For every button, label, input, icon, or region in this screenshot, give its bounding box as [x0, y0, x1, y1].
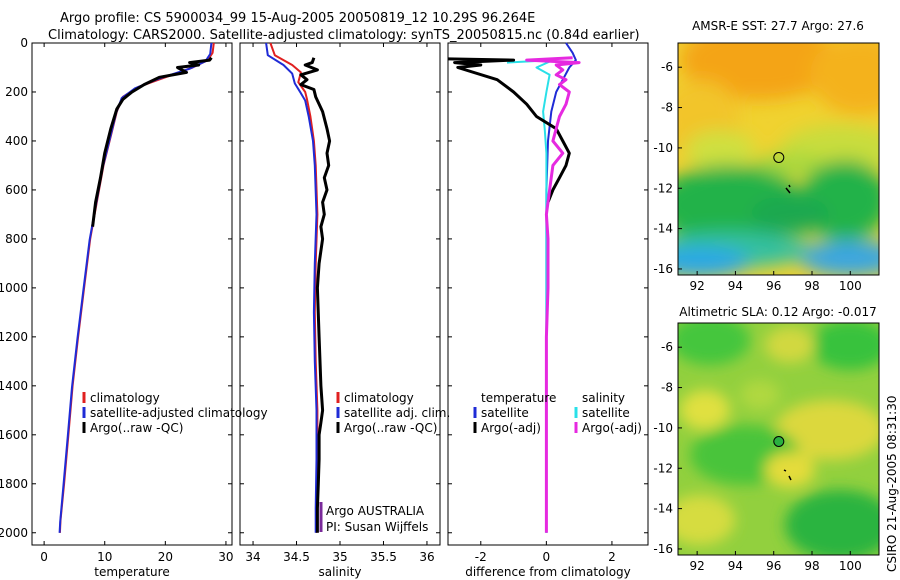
temperature-ytick-label: 0: [20, 36, 28, 50]
salinity-panel-frame: [239, 42, 441, 546]
temperature-xtick-label: 20: [158, 550, 173, 564]
salinity-xtick-label: 35: [332, 550, 347, 564]
difference-sal-legend-label: satellite: [582, 406, 630, 420]
sst-map-title: AMSR-E SST: 27.7 Argo: 27.6: [692, 19, 864, 33]
salinity-series-1: [265, 42, 318, 533]
difference-xlabel: difference from climatology: [465, 565, 631, 579]
sla_map-xtick-label: 98: [804, 559, 819, 573]
difference-series-2: [447, 57, 571, 203]
temperature-xlabel: temperature: [94, 565, 169, 579]
salinity-series-0: [269, 42, 319, 533]
sla_map-ytick-label: -12: [653, 461, 673, 475]
salinity-xtick-label: 34.5: [283, 550, 310, 564]
sla-argo-marker: [773, 436, 785, 447]
difference-temp-legend-label: Argo(-adj): [481, 421, 541, 435]
temperature-legend-label: satellite-adjusted climatology: [90, 406, 268, 420]
temperature-ytick-label: 600: [5, 183, 28, 197]
temperature-xtick-label: 30: [218, 550, 233, 564]
sst_map-ytick-label: -12: [653, 181, 673, 195]
sst_map-ytick-label: -8: [661, 101, 673, 115]
sst_map-xtick-label: 100: [839, 279, 862, 293]
sst_map-ytick-label: -14: [653, 222, 673, 236]
sla_map-ytick-label: -8: [661, 381, 673, 395]
difference-temp-legend-label: satellite: [481, 406, 529, 420]
difference-sal-legend-label: Argo(-adj): [582, 421, 642, 435]
salinity-series-2: [299, 57, 332, 533]
difference-xtick-label: 2: [608, 550, 616, 564]
temperature-ytick-label: 1600: [0, 428, 28, 442]
credit-pi: PI: Susan Wijffels: [326, 520, 428, 534]
sla_map-ytick-label: -16: [653, 542, 673, 556]
temperature-series-1: [58, 42, 213, 533]
salinity-legend-label: Argo(..raw -QC): [344, 421, 437, 435]
temperature-ytick-label: 800: [5, 232, 28, 246]
sla_map-xtick-label: 92: [690, 559, 705, 573]
temperature-ytick-label: 1000: [0, 281, 28, 295]
sst-map: [678, 43, 879, 275]
difference-series-3: [525, 56, 581, 533]
sst_map-xtick-label: 94: [728, 279, 743, 293]
temperature-ytick-label: 1200: [0, 330, 28, 344]
temperature-series-2: [91, 56, 213, 227]
sla_map-ytick-label: -6: [661, 340, 673, 354]
sst_map-ytick-label: -10: [653, 141, 673, 155]
temperature-ytick-label: 2000: [0, 526, 28, 540]
temperature-panel-frame: [31, 42, 233, 546]
sla_map-xtick-label: 96: [766, 559, 781, 573]
temperature-legend-label: climatology: [90, 391, 160, 405]
sla_map-xtick-label: 100: [839, 559, 862, 573]
sla_map-xtick-label: 94: [728, 559, 743, 573]
salinity-xlabel: salinity: [318, 565, 361, 579]
sst-argo-marker: [773, 152, 785, 163]
sla-float-track: [783, 469, 792, 481]
salinity-xtick-label: 36: [419, 550, 434, 564]
sla_map-ytick-label: -10: [653, 421, 673, 435]
credit-argo-australia: Argo AUSTRALIA: [326, 504, 425, 518]
salinity-legend-label: satellite adj. clim.: [344, 406, 450, 420]
sla-map-title: Altimetric SLA: 0.12 Argo: -0.017: [679, 305, 876, 319]
temperature-ytick-label: 1800: [0, 477, 28, 491]
sst-float-track: [785, 184, 791, 194]
temperature-xtick-label: 10: [97, 550, 112, 564]
temperature-ytick-label: 1400: [0, 379, 28, 393]
figure-title-line-2: Climatology: CARS2000. Satellite-adjuste…: [48, 28, 640, 43]
difference-xtick-label: 0: [543, 550, 551, 564]
temperature-legend-label: Argo(..raw -QC): [90, 421, 183, 435]
temperature-ytick-label: 400: [5, 134, 28, 148]
sst_map-xtick-label: 96: [766, 279, 781, 293]
salinity-legend-label: climatology: [344, 391, 414, 405]
sst_map-ytick-label: -6: [661, 60, 673, 74]
difference-temp-legend-label: temperature: [481, 391, 556, 405]
sst-map-frame: [677, 42, 880, 276]
temperature-ytick-label: 200: [5, 85, 28, 99]
sst_map-xtick-label: 92: [690, 279, 705, 293]
salinity-xtick-label: 34: [245, 550, 260, 564]
sla_map-ytick-label: -14: [653, 502, 673, 516]
figure-title-line-1: Argo profile: CS 5900034_99 15-Aug-2005 …: [60, 11, 536, 26]
difference-panel-frame: [447, 42, 649, 546]
difference-sal-legend-label: salinity: [582, 391, 625, 405]
sst_map-xtick-label: 98: [804, 279, 819, 293]
salinity-xtick-label: 35.5: [370, 550, 397, 564]
difference-xtick-label: -2: [475, 550, 487, 564]
sst_map-ytick-label: -16: [653, 262, 673, 276]
temperature-xtick-label: 0: [40, 550, 48, 564]
side-timestamp-label: CSIRO 21-Aug-2005 08:31:30: [885, 396, 899, 572]
sla-map-frame: [677, 322, 880, 556]
